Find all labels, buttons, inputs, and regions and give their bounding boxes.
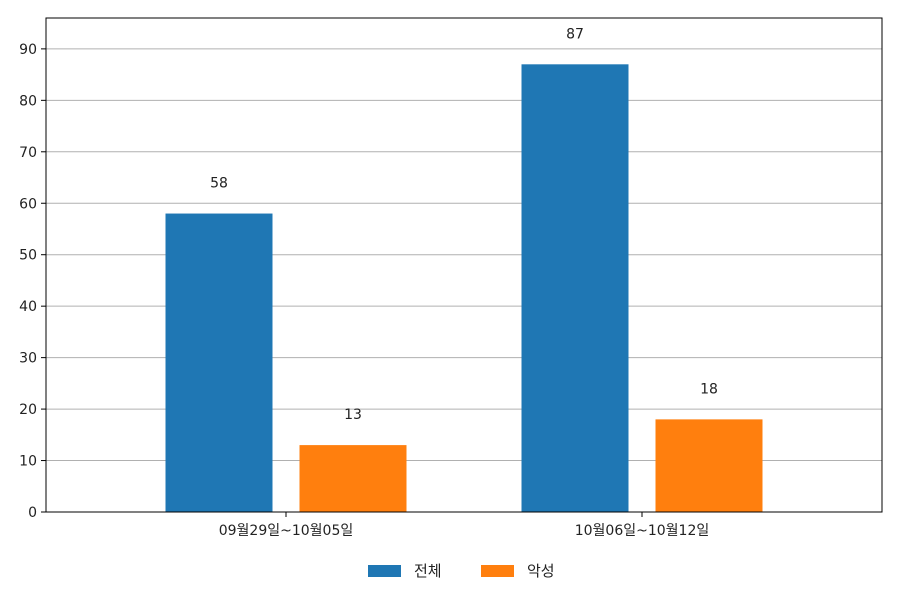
bar-malicious-2	[655, 419, 763, 512]
legend-label: 전체	[414, 562, 442, 580]
y-tick-label: 50	[19, 248, 37, 264]
bar-total-1	[165, 213, 273, 512]
data-label: 13	[344, 407, 362, 423]
data-labels: 58 13 87 18	[210, 26, 718, 423]
x-axis: 09월29일~10월05일 10월06일~10월12일	[219, 512, 710, 539]
bars	[165, 64, 763, 512]
y-tick-label: 0	[28, 505, 37, 521]
x-tick-label: 10월06일~10월12일	[575, 523, 710, 539]
y-axis: 0 10 20 30 40 50 60 70 80 90	[19, 42, 46, 521]
bar-malicious-1	[299, 445, 407, 512]
data-label: 58	[210, 176, 228, 192]
legend-label: 악성	[527, 562, 555, 580]
y-tick-label: 90	[19, 42, 37, 58]
data-label: 18	[700, 381, 718, 397]
y-tick-label: 60	[19, 196, 37, 212]
y-tick-label: 30	[19, 351, 37, 367]
x-tick-label: 09월29일~10월05일	[219, 523, 354, 539]
y-tick-label: 80	[19, 93, 37, 109]
bar-total-2	[521, 64, 629, 512]
legend-swatch	[481, 565, 514, 577]
y-tick-label: 10	[19, 454, 37, 470]
legend-swatch	[368, 565, 401, 577]
y-tick-label: 40	[19, 299, 37, 315]
y-tick-label: 70	[19, 145, 37, 161]
data-label: 87	[566, 26, 584, 42]
legend: 전체 악성	[368, 562, 555, 580]
y-tick-label: 20	[19, 402, 37, 418]
plot-frame	[45, 17, 883, 513]
